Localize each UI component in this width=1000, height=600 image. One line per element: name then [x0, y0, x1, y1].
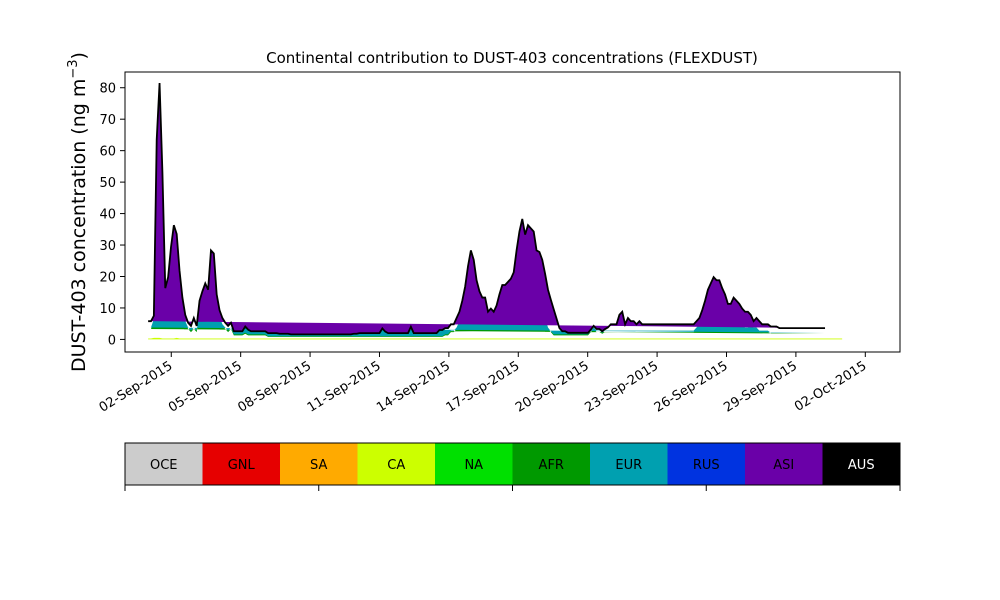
y-axis-label-close: ): [68, 52, 90, 59]
legend-swatch-na: [435, 443, 513, 485]
x-tick-label: 20-Sep-2015: [513, 359, 592, 416]
legend-swatch-eur: [590, 443, 668, 485]
legend-swatch-oce: [125, 443, 203, 485]
y-tick-label: 0: [108, 333, 116, 348]
x-tick-label: 05-Sep-2015: [166, 359, 245, 416]
x-axis: 02-Sep-201505-Sep-201508-Sep-201511-Sep-…: [97, 352, 869, 416]
x-tick-label: 23-Sep-2015: [582, 359, 661, 416]
legend-swatch-asi: [745, 443, 823, 485]
y-tick-label: 70: [99, 113, 116, 128]
x-tick-label: 26-Sep-2015: [652, 359, 731, 416]
plot-area: [124, 71, 901, 353]
x-tick-label: 11-Sep-2015: [305, 359, 384, 416]
x-tick-label: 02-Oct-2015: [792, 359, 869, 415]
stacked-areas: [148, 83, 843, 340]
series-line-total: [148, 82, 826, 336]
legend-swatch-sa: [280, 443, 358, 485]
y-axis-label-main: DUST-403 concentration (ng m: [68, 79, 90, 372]
legend-colorbar: OCE GNL SA CA NA AFR EUR RUS ASI AUS: [124, 442, 901, 491]
y-axis-label-sup: −3: [66, 59, 81, 78]
legend-label-rus: RUS: [693, 458, 720, 473]
plot-frame: [124, 71, 901, 353]
legend-label-sa: SA: [310, 458, 327, 473]
y-tick-label: 30: [99, 239, 116, 254]
y-tick-label: 40: [99, 208, 116, 223]
y-tick-label: 50: [99, 176, 116, 191]
x-tick-label: 02-Sep-2015: [97, 359, 176, 416]
legend-label-gnl: GNL: [228, 458, 256, 473]
y-tick-label: 10: [99, 302, 116, 317]
legend-swatch-gnl: [202, 443, 280, 485]
y-tick-label: 80: [99, 82, 116, 97]
x-tick-label: 29-Sep-2015: [721, 359, 800, 416]
legend-label-eur: EUR: [615, 458, 642, 473]
x-tick-label: 08-Sep-2015: [235, 359, 314, 416]
legend-swatch-aus: [822, 443, 900, 485]
y-axis: 0 10 20 30 40 50 60 70 80: [99, 82, 125, 348]
legend-label-na: NA: [464, 458, 483, 473]
series-area-asi: [148, 83, 826, 335]
legend-swatch-rus: [667, 443, 745, 485]
legend-label-asi: ASI: [773, 458, 794, 473]
legend-label-aus: AUS: [848, 458, 875, 473]
legend-label-oce: OCE: [150, 458, 178, 473]
legend-label-afr: AFR: [539, 458, 564, 473]
series-area-ca: [148, 337, 843, 340]
y-axis-label: DUST-403 concentration (ng m−3): [66, 52, 90, 372]
chart-title: Continental contribution to DUST-403 con…: [266, 49, 758, 67]
y-tick-label: 20: [99, 270, 116, 285]
x-tick-label: 14-Sep-2015: [374, 359, 453, 416]
x-tick-label: 17-Sep-2015: [444, 359, 523, 416]
legend-swatch-afr: [512, 443, 590, 485]
legend-swatch-ca: [357, 443, 435, 485]
legend-label-ca: CA: [387, 458, 405, 473]
y-tick-label: 60: [99, 145, 116, 160]
